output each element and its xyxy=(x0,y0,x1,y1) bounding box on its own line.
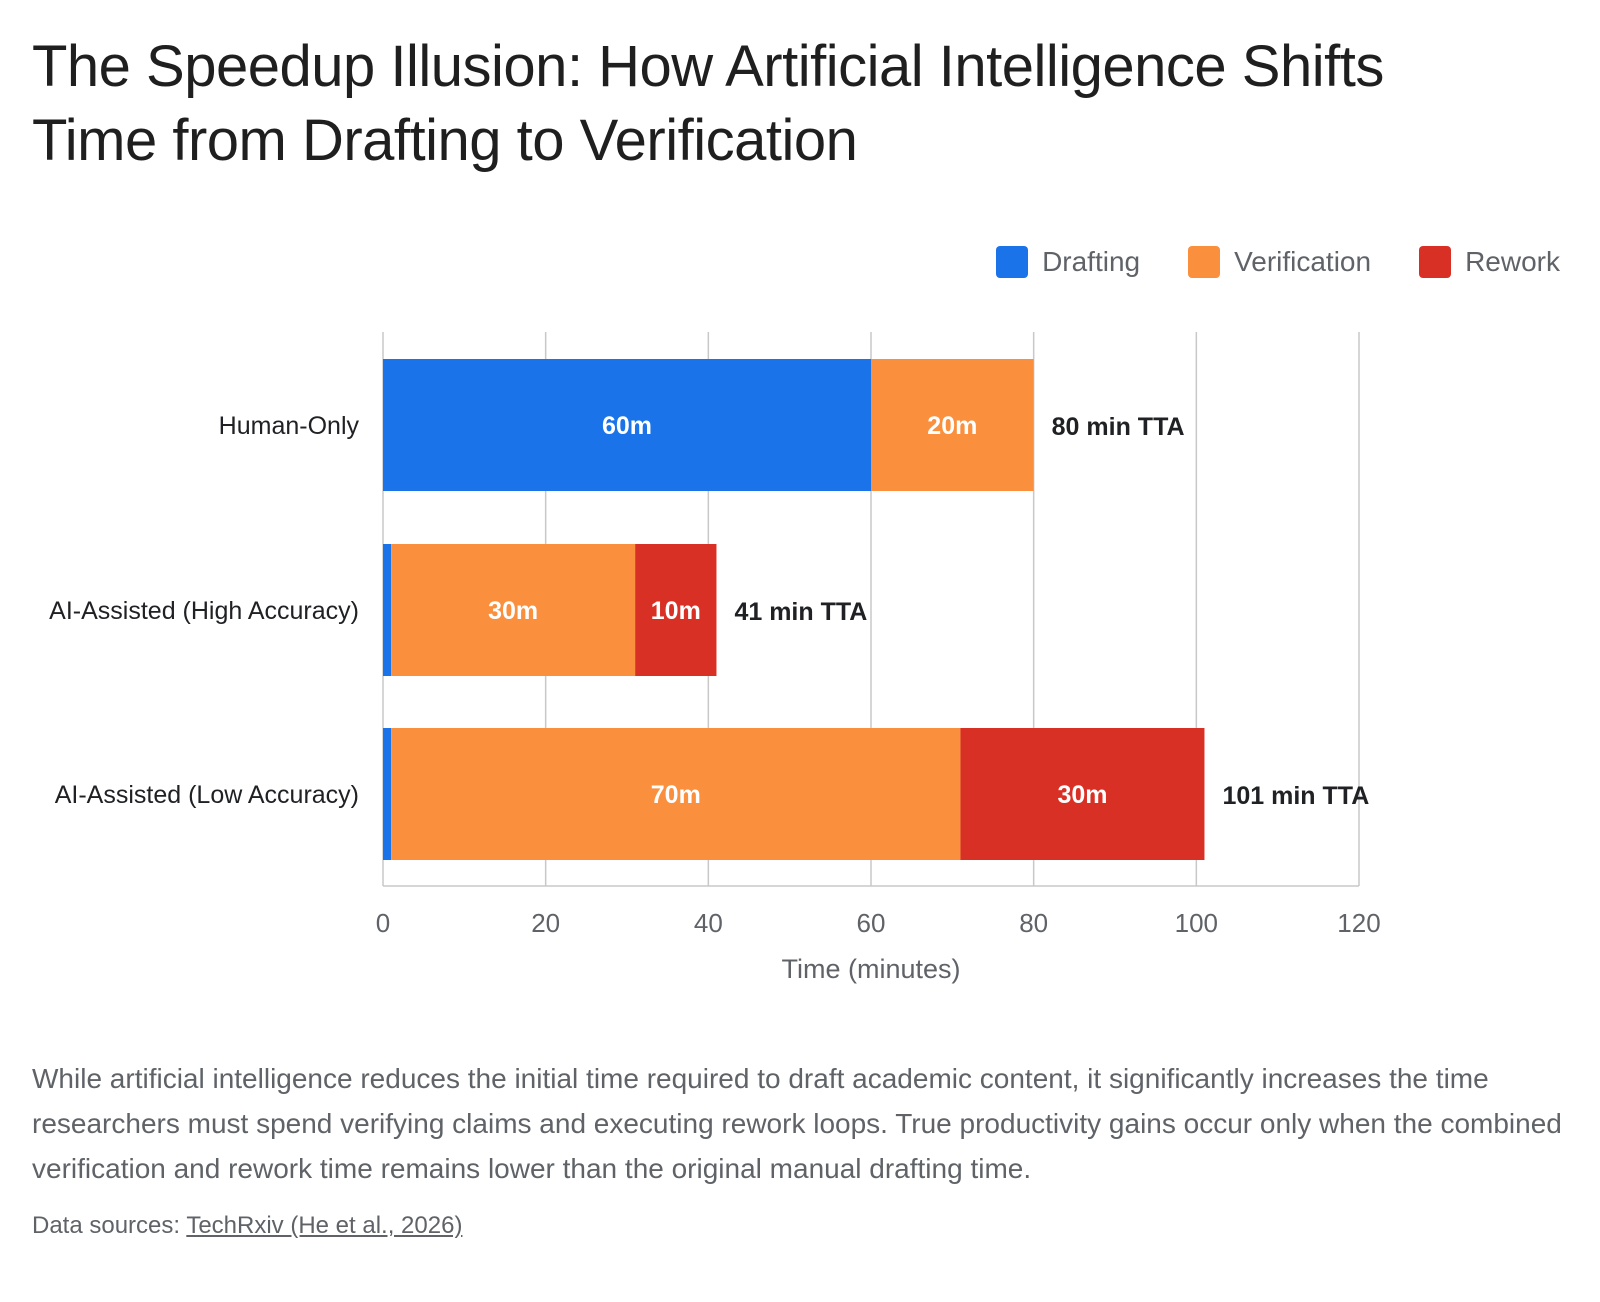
x-tick-label: 0 xyxy=(376,908,390,938)
x-tick-label: 20 xyxy=(531,908,560,938)
stacked-bar-chart: 0 20 40 60 80 100 120 Time (minutes) Human-Only 6… xyxy=(49,332,1381,984)
data-source-prefix: Data sources: xyxy=(32,1212,187,1239)
bar-data-label-verification: 30m xyxy=(488,597,538,625)
bar-segment-verification xyxy=(391,544,636,676)
x-tick-label: 60 xyxy=(857,908,886,938)
legend-item-verification: Verification xyxy=(1188,246,1371,278)
bar-segment-drafting xyxy=(383,728,392,860)
x-tick-label: 80 xyxy=(1019,908,1048,938)
bar-total-label: 101 min TTA xyxy=(1222,782,1369,810)
bar-data-label-drafting: 60m xyxy=(602,412,652,440)
legend-item-drafting: Drafting xyxy=(996,246,1140,278)
chart-description: While artificial intelligence reduces th… xyxy=(32,1063,1562,1184)
data-source-link[interactable]: TechRxiv (He et al., 2026) xyxy=(186,1212,463,1239)
bar-data-label-rework: 10m xyxy=(651,597,701,625)
legend-item-rework: Rework xyxy=(1419,246,1560,278)
legend-swatch-drafting xyxy=(996,246,1029,278)
bar-total-label: 80 min TTA xyxy=(1052,413,1185,441)
data-source: Data sources: TechRxiv (He et al., 2026) xyxy=(32,1212,462,1240)
bar-data-label-verification: 70m xyxy=(651,781,701,809)
legend-label-rework: Rework xyxy=(1465,246,1560,277)
bar-segment-drafting xyxy=(383,544,392,676)
legend-label-verification: Verification xyxy=(1234,246,1372,277)
x-tick-label: 120 xyxy=(1337,908,1380,938)
bar-segment-rework xyxy=(635,544,717,676)
bar-data-label-verification: 20m xyxy=(927,412,977,440)
legend-label-drafting: Drafting xyxy=(1042,246,1141,277)
category-label-ai-assisted-high-accuracy: AI-Assisted (High Accuracy) xyxy=(49,597,359,625)
bar-segment-verification xyxy=(871,359,1034,491)
bar-segment-verification xyxy=(391,728,961,860)
legend-swatch-rework xyxy=(1419,246,1452,278)
x-tick-label: 40 xyxy=(694,908,723,938)
bar-total-label: 41 min TTA xyxy=(734,598,867,626)
bar-data-label-rework: 30m xyxy=(1057,781,1107,809)
chart-title-line-2: Time from Drafting to Verification xyxy=(32,108,858,173)
category-label-ai-assisted-low-accuracy: AI-Assisted (Low Accuracy) xyxy=(55,781,359,809)
chart-legend: Drafting Verification Rework xyxy=(996,246,1560,278)
category-label-human-only: Human-Only xyxy=(219,412,360,440)
chart-title-line-1: The Speedup Illusion: How Artificial Int… xyxy=(32,34,1384,99)
chart-title: The Speedup Illusion: How Artificial Int… xyxy=(32,30,1552,178)
bar-segment-rework xyxy=(960,728,1205,860)
x-axis-title: Time (minutes) xyxy=(781,954,960,984)
legend-swatch-verification xyxy=(1188,246,1221,278)
bar-segment-drafting xyxy=(383,359,871,491)
x-tick-label: 100 xyxy=(1175,908,1218,938)
